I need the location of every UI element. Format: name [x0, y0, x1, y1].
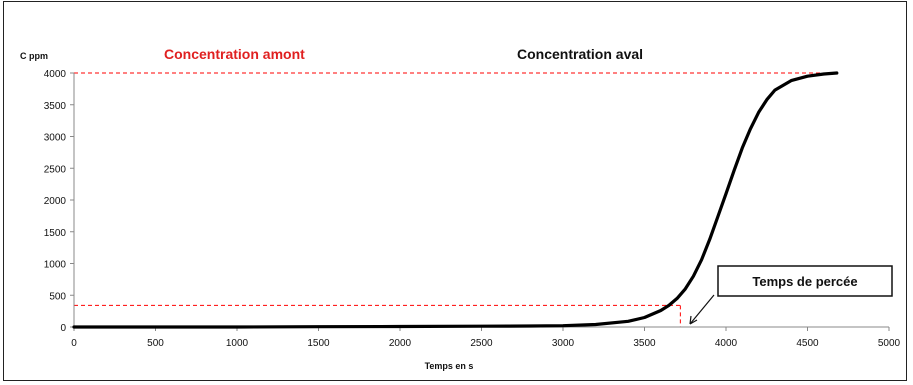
x-tick-label: 5000 [878, 338, 901, 349]
series-layer [72, 71, 839, 329]
upstream-annotation: Concentration amont [164, 46, 305, 62]
axes: 0 500 1000 1500 2000 2500 3000 3500 4000 0 500 1000… [44, 69, 901, 349]
callout-arrow-line [689, 294, 715, 325]
downstream-annotation: Concentration aval [517, 46, 643, 62]
reference-lines [74, 72, 837, 327]
x-tick-label: 4000 [715, 338, 738, 349]
y-tick-label: 3500 [44, 101, 67, 112]
chart-frame: 0 500 1000 1500 2000 2500 3000 3500 4000 0 500 1000… [3, 1, 907, 381]
breakthrough-annotation: Temps de percée [752, 274, 857, 289]
y-tick-label: 4000 [44, 69, 67, 80]
callout-arrow-head [689, 315, 698, 325]
x-tick-label: 3500 [633, 338, 656, 349]
x-tick-label: 1000 [226, 338, 249, 349]
y-tick-label: 1500 [44, 228, 67, 239]
y-tick-label: 500 [49, 291, 66, 302]
y-axis-label: C ppm [20, 51, 48, 61]
breakthrough-callout-box [717, 265, 893, 297]
breakthrough-chart: 0 500 1000 1500 2000 2500 3000 3500 4000 0 500 1000… [20, 46, 901, 371]
x-tick-label: 3000 [552, 338, 575, 349]
x-axis-label: Temps en s [425, 361, 474, 371]
x-tick-label: 4500 [796, 338, 819, 349]
x-tick-label: 2000 [389, 338, 412, 349]
y-tick-label: 2000 [44, 196, 67, 207]
y-tick-label: 1000 [44, 260, 67, 271]
y-tick-label: 2500 [44, 164, 67, 175]
y-tick-label: 3000 [44, 133, 67, 144]
series-line-concentration [72, 71, 839, 329]
x-tick-label: 500 [147, 338, 164, 349]
x-tick-label: 0 [71, 338, 77, 349]
x-tick-label: 2500 [470, 338, 493, 349]
x-tick-label: 1500 [307, 338, 330, 349]
y-tick-label: 0 [60, 323, 66, 334]
